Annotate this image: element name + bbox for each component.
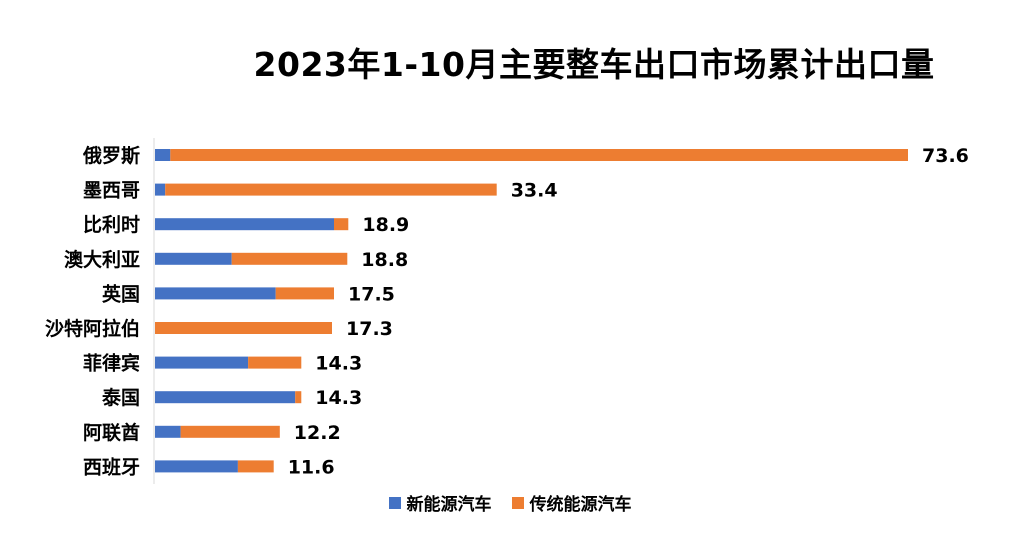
total-value-label: 14.3 [315,387,362,409]
bar-new-energy-3 [155,252,232,265]
total-value-label: 12.2 [294,422,341,444]
bar-traditional-5 [155,322,332,334]
category-label: 比利时 [83,214,140,236]
total-value-label: 33.4 [511,180,558,202]
category-label: 泰国 [101,386,140,409]
legend-item-new-energy: 新能源汽车 [388,490,492,515]
bar-new-energy-2 [155,218,334,231]
bar-new-energy-7 [155,391,296,404]
bar-traditional-7 [295,391,302,404]
legend-label-new-energy: 新能源汽车 [406,495,492,515]
bar-new-energy-9 [155,460,238,473]
total-value-label: 17.3 [346,318,393,340]
category-label: 英国 [102,282,140,305]
bar-new-energy-8 [155,425,181,438]
total-value-label: 14.3 [315,353,362,375]
legend-swatch-new-energy [388,496,401,509]
bar-traditional-0 [170,149,909,161]
bar-new-energy-1 [155,183,166,196]
legend: 新能源汽车 传统能源汽车 [0,490,1020,515]
bar-new-energy-4 [155,287,276,300]
category-label: 墨西哥 [83,180,140,202]
legend-swatch-traditional [511,496,524,509]
bar-new-energy-6 [155,356,249,369]
total-value-label: 18.9 [362,214,409,236]
bar-traditional-4 [275,287,334,300]
total-value-label: 17.5 [348,283,395,305]
total-value-label: 11.6 [288,456,335,478]
bar-traditional-6 [248,356,302,369]
chart-title: 2023年1-10月主要整车出口市场累计出口量 [253,45,935,84]
bar-traditional-1 [165,183,497,196]
category-label: 菲律宾 [83,352,140,375]
bars-group [155,149,909,473]
category-label: 西班牙 [83,455,140,478]
bar-traditional-8 [180,425,280,438]
legend-label-traditional: 传统能源汽车 [529,495,632,515]
bar-new-energy-0 [155,149,171,161]
bar-traditional-9 [237,460,274,473]
value-labels: 73.6 33.4 18.9 18.8 17.5 17.3 14.3 14.3 12.2 11.6 [288,145,969,478]
total-value-label: 18.8 [361,249,408,271]
category-label: 澳大利亚 [64,248,140,271]
category-label: 俄罗斯 [82,144,140,167]
legend-item-traditional: 传统能源汽车 [511,490,632,515]
total-value-label: 73.6 [922,145,969,167]
category-label: 沙特阿拉伯 [45,317,140,340]
bar-traditional-3 [231,252,348,265]
bar-traditional-2 [334,218,349,231]
category-label: 阿联酋 [83,421,140,444]
